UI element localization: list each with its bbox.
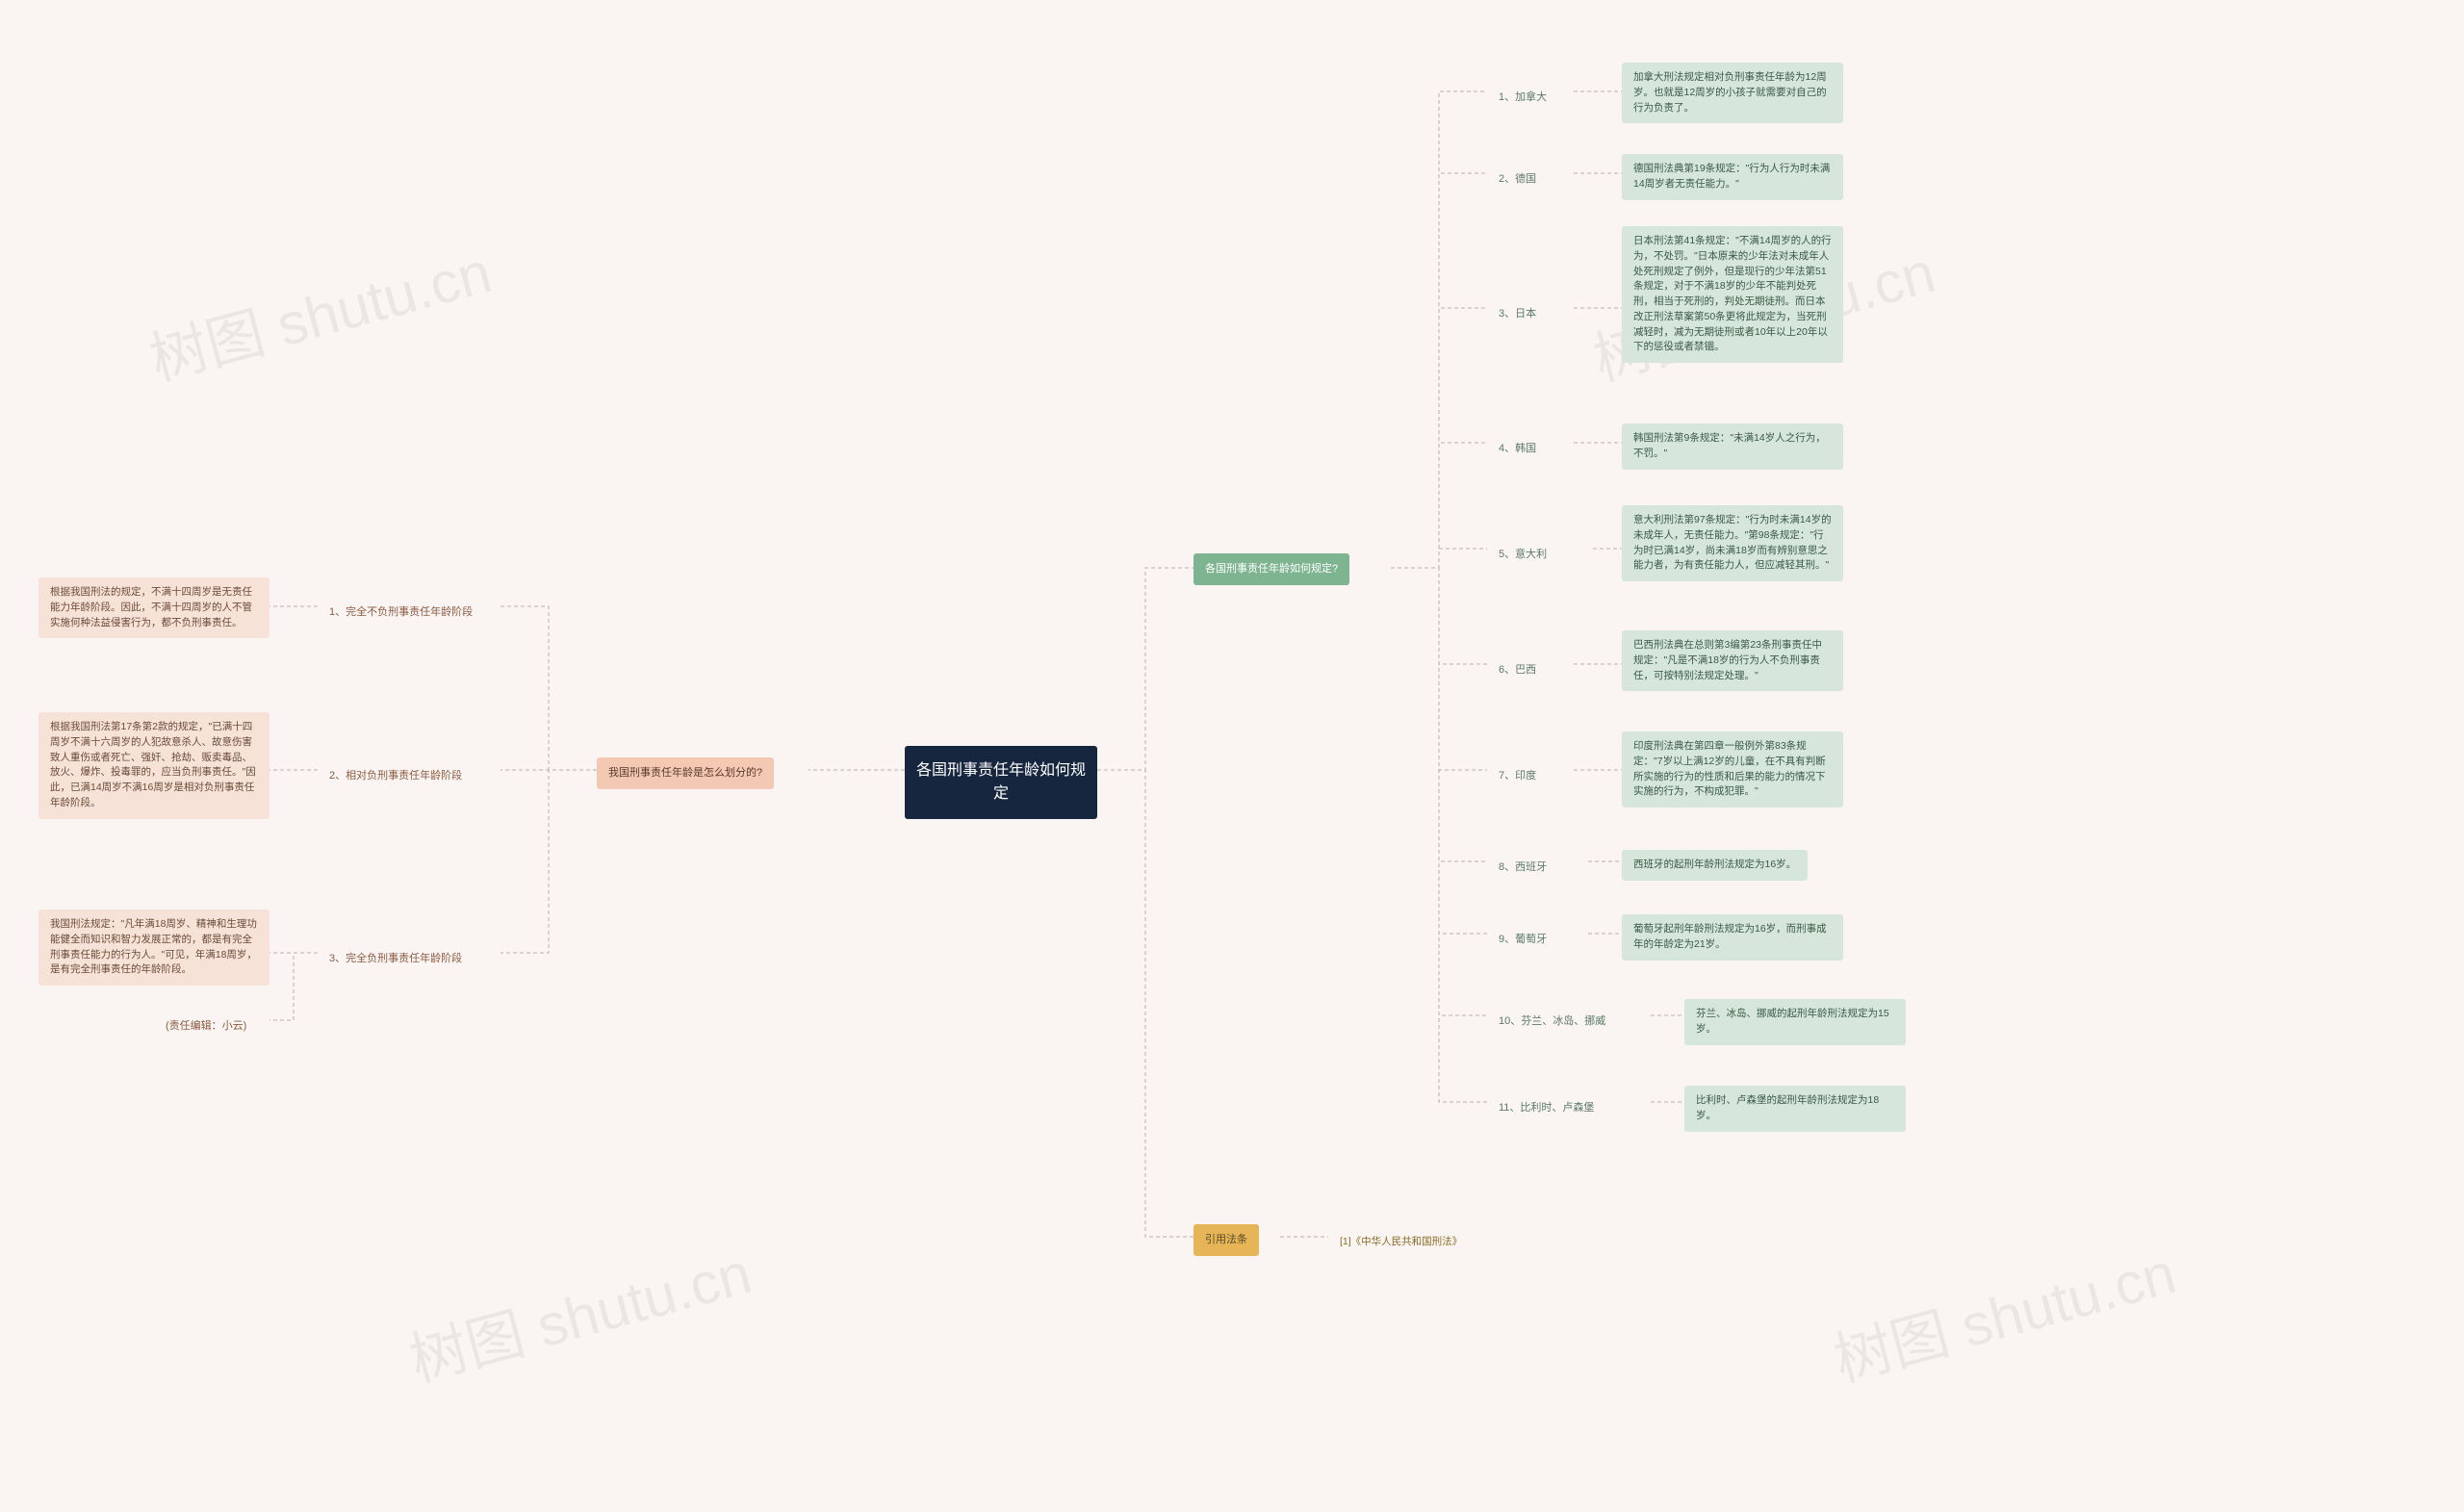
country-desc: 韩国刑法第9条规定："未满14岁人之行为，不罚。" xyxy=(1622,423,1843,470)
country-label[interactable]: 5、意大利 xyxy=(1487,539,1558,571)
country-label[interactable]: 3、日本 xyxy=(1487,298,1548,330)
stage-label[interactable]: 1、完全不负刑事责任年龄阶段 xyxy=(318,597,484,628)
branch-china-stages[interactable]: 我国刑事责任年龄是怎么划分的? xyxy=(597,757,774,789)
country-desc: 意大利刑法第97条规定："行为时未满14岁的未成年人，无责任能力。"第98条规定… xyxy=(1622,505,1843,581)
country-label[interactable]: 10、芬兰、冰岛、挪威 xyxy=(1487,1006,1617,1038)
stage-desc: 我国刑法规定："凡年满18周岁、精神和生理功能健全而知识和智力发展正常的，都是有… xyxy=(38,910,270,986)
reference-item: [1]《中华人民共和国刑法》 xyxy=(1328,1227,1474,1258)
country-desc: 西班牙的起刑年龄刑法规定为16岁。 xyxy=(1622,850,1808,881)
country-label[interactable]: 8、西班牙 xyxy=(1487,852,1558,884)
country-label[interactable]: 7、印度 xyxy=(1487,760,1548,792)
branch-references[interactable]: 引用法条 xyxy=(1194,1224,1259,1256)
country-desc: 葡萄牙起刑年龄刑法规定为16岁，而刑事成年的年龄定为21岁。 xyxy=(1622,914,1843,961)
country-label[interactable]: 11、比利时、卢森堡 xyxy=(1487,1092,1605,1124)
country-desc: 芬兰、冰岛、挪威的起刑年龄刑法规定为15岁。 xyxy=(1684,999,1906,1045)
stage-label[interactable]: 3、完全负刑事责任年龄阶段 xyxy=(318,943,474,975)
country-label[interactable]: 6、巴西 xyxy=(1487,654,1548,686)
country-desc: 加拿大刑法规定相对负刑事责任年龄为12周岁。也就是12周岁的小孩子就需要对自己的… xyxy=(1622,63,1843,123)
connector-layer xyxy=(0,0,2464,1512)
country-label[interactable]: 1、加拿大 xyxy=(1487,82,1558,114)
watermark: 树图 shutu.cn xyxy=(1824,1226,2184,1397)
country-desc: 比利时、卢森堡的起刑年龄刑法规定为18岁。 xyxy=(1684,1086,1906,1132)
stage-label[interactable]: 2、相对负刑事责任年龄阶段 xyxy=(318,760,474,792)
country-desc: 日本刑法第41条规定："不满14周岁的人的行为，不处罚。"日本原来的少年法对未成… xyxy=(1622,226,1843,363)
country-label[interactable]: 4、韩国 xyxy=(1487,433,1548,465)
country-desc: 印度刑法典在第四章一般例外第83条规定："7岁以上满12岁的儿童，在不具有判断所… xyxy=(1622,731,1843,807)
country-desc: 德国刑法典第19条规定："行为人行为时未满14周岁者无责任能力。" xyxy=(1622,154,1843,200)
root-node[interactable]: 各国刑事责任年龄如何规定 xyxy=(905,746,1097,819)
country-label[interactable]: 2、德国 xyxy=(1487,164,1548,195)
country-desc: 巴西刑法典在总则第3编第23条刑事责任中规定："凡是不满18岁的行为人不负刑事责… xyxy=(1622,630,1843,691)
editor-credit: (责任编辑：小云) xyxy=(154,1011,258,1042)
country-label[interactable]: 9、葡萄牙 xyxy=(1487,924,1558,956)
branch-countries[interactable]: 各国刑事责任年龄如何规定? xyxy=(1194,553,1349,585)
watermark: 树图 shutu.cn xyxy=(399,1226,759,1397)
stage-desc: 根据我国刑法第17条第2款的规定，"已满十四周岁不满十六周岁的人犯故意杀人、故意… xyxy=(38,712,270,819)
watermark: 树图 shutu.cn xyxy=(140,225,500,397)
stage-desc: 根据我国刑法的规定，不满十四周岁是无责任能力年龄阶段。因此，不满十四周岁的人不管… xyxy=(38,577,270,638)
